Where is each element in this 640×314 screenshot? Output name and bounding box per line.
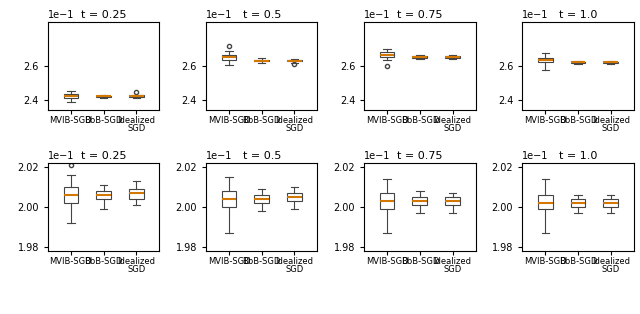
PathPatch shape xyxy=(96,95,111,97)
PathPatch shape xyxy=(571,199,586,207)
Title: t = 0.5: t = 0.5 xyxy=(243,151,281,161)
PathPatch shape xyxy=(63,187,78,203)
PathPatch shape xyxy=(129,189,144,199)
Title: t = 0.25: t = 0.25 xyxy=(81,10,127,20)
PathPatch shape xyxy=(538,57,552,62)
Title: t = 1.0: t = 1.0 xyxy=(559,151,597,161)
PathPatch shape xyxy=(571,62,586,63)
PathPatch shape xyxy=(604,62,618,63)
PathPatch shape xyxy=(254,195,269,203)
PathPatch shape xyxy=(380,193,394,209)
PathPatch shape xyxy=(254,60,269,61)
PathPatch shape xyxy=(221,191,236,207)
PathPatch shape xyxy=(412,197,428,205)
Title: t = 0.75: t = 0.75 xyxy=(397,10,443,20)
PathPatch shape xyxy=(96,191,111,199)
PathPatch shape xyxy=(445,197,460,205)
PathPatch shape xyxy=(63,94,78,98)
Title: t = 0.75: t = 0.75 xyxy=(397,151,443,161)
PathPatch shape xyxy=(604,199,618,207)
PathPatch shape xyxy=(445,56,460,57)
PathPatch shape xyxy=(380,52,394,57)
PathPatch shape xyxy=(287,193,302,201)
PathPatch shape xyxy=(287,60,302,62)
PathPatch shape xyxy=(412,56,428,57)
PathPatch shape xyxy=(221,55,236,60)
PathPatch shape xyxy=(129,95,144,97)
PathPatch shape xyxy=(538,195,552,209)
Title: t = 0.5: t = 0.5 xyxy=(243,10,281,20)
Title: t = 1.0: t = 1.0 xyxy=(559,10,597,20)
Title: t = 0.25: t = 0.25 xyxy=(81,151,127,161)
